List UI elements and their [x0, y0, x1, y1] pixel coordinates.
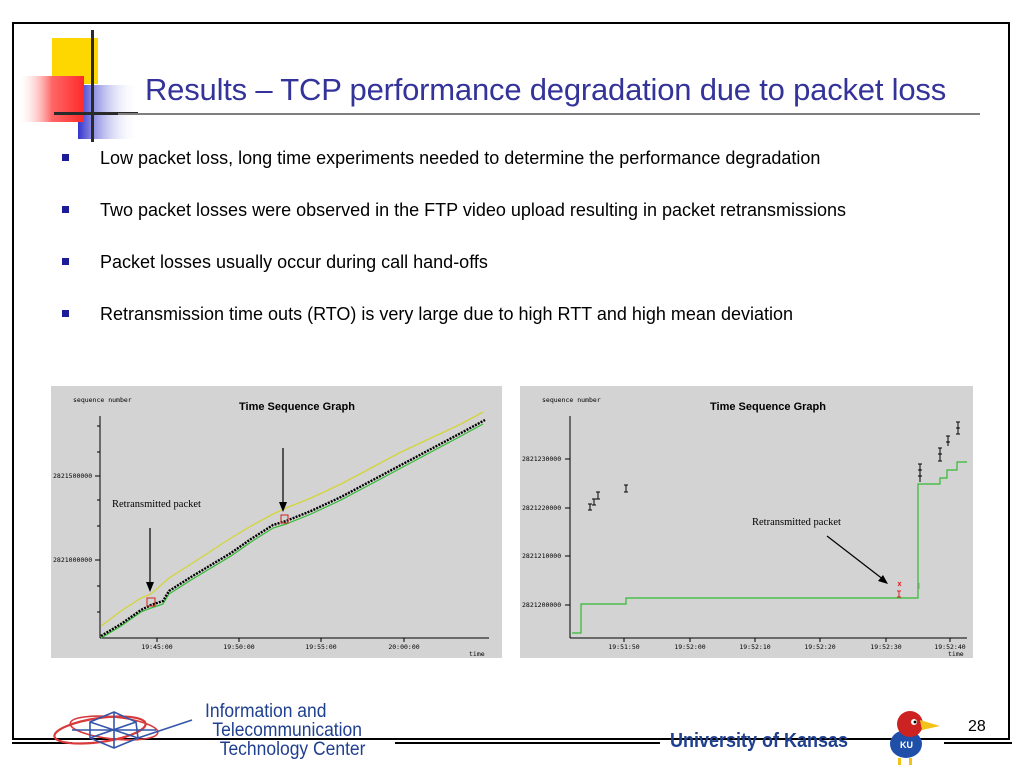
- slide-title: Results – TCP performance degradation du…: [145, 72, 947, 107]
- arrow-icon: [826, 535, 888, 584]
- graph-left-retransmit-mark: [146, 597, 156, 607]
- graph-left-ytick: 2821500000: [53, 472, 92, 480]
- page-number: 28: [968, 718, 986, 735]
- deco-squares-icon: [20, 28, 150, 148]
- graph-right-title: Time Sequence Graph: [710, 401, 826, 413]
- arrow-icon: [146, 528, 154, 592]
- itc-logo-text: Information and Telecommunication Techno…: [205, 701, 366, 760]
- graph-left-data-series: [100, 418, 486, 638]
- graph-right-svg: sequence number Time Sequence Graph 2821…: [522, 396, 967, 658]
- graph-right-ytick: 2821220000: [522, 504, 561, 512]
- footer-rule-middle: [395, 742, 660, 744]
- bullet-square-icon: [62, 258, 69, 265]
- graph-right-annotation: Retransmitted packet: [752, 517, 841, 528]
- bullet-item: Low packet loss, long time experiments n…: [60, 140, 990, 177]
- graph-right-ylabel: sequence number: [542, 396, 601, 404]
- graph-left-title: Time Sequence Graph: [239, 401, 355, 413]
- graph-right-xtick: 19:52:20: [804, 643, 835, 651]
- graph-left-annotation: Retransmitted packet: [112, 499, 201, 510]
- graph-left-xtick: 19:55:00: [305, 643, 336, 651]
- graph-right-ytick: 2821210000: [522, 552, 561, 560]
- graph-left-retransmit-mark: [280, 514, 289, 524]
- graph-left-ylabel: sequence number: [73, 396, 132, 404]
- svg-text:KU: KU: [900, 740, 913, 750]
- bullet-item: Retransmission time outs (RTO) is very l…: [60, 296, 990, 333]
- graph-right-xtick: 19:52:30: [870, 643, 901, 651]
- graph-right-ytick: 2821200000: [522, 601, 561, 609]
- graph-left-xtick: 19:50:00: [223, 643, 254, 651]
- bullet-square-icon: [62, 310, 69, 317]
- graph-left-svg: sequence number Time Sequence Graph 2821…: [53, 396, 489, 658]
- arrow-icon: [279, 448, 287, 512]
- graph-right-xtick: 19:52:10: [739, 643, 770, 651]
- itc-logo-icon: [52, 700, 202, 760]
- graph-left-ytick: 2821000000: [53, 556, 92, 564]
- graph-right-xtick: 19:51:50: [608, 643, 639, 651]
- graph-right-retransmit-mark: [897, 581, 920, 598]
- graph-right-data-series: [588, 421, 960, 511]
- jayhawk-icon: KU: [876, 708, 942, 766]
- time-sequence-graph-right: sequence number Time Sequence Graph 2821…: [520, 386, 973, 658]
- time-sequence-graph-left: sequence number Time Sequence Graph 2821…: [51, 386, 502, 658]
- bullet-square-icon: [62, 206, 69, 213]
- graph-left-xtick: 20:00:00: [388, 643, 419, 651]
- graph-left-ack-line: [100, 423, 484, 639]
- bullet-square-icon: [62, 154, 69, 161]
- graph-right-ack-line: [572, 461, 967, 634]
- bullet-list: Low packet loss, long time experiments n…: [60, 140, 990, 348]
- graph-left-window-line: [100, 411, 484, 627]
- graph-right-xlabel: time: [948, 650, 964, 658]
- title-underline: [118, 113, 980, 115]
- bullet-item: Two packet losses were observed in the F…: [60, 192, 990, 229]
- bullet-item: Packet losses usually occur during call …: [60, 244, 990, 281]
- university-name: University of Kansas: [670, 730, 849, 752]
- graph-left-xtick: 19:45:00: [141, 643, 172, 651]
- graph-right-xtick: 19:52:40: [934, 643, 965, 651]
- graph-left-xlabel: time: [469, 650, 485, 658]
- footer-rule-left: [12, 742, 72, 744]
- graph-right-ytick: 2821230000: [522, 455, 561, 463]
- graph-right-xtick: 19:52:00: [674, 643, 705, 651]
- footer-rule-right: [944, 742, 1012, 744]
